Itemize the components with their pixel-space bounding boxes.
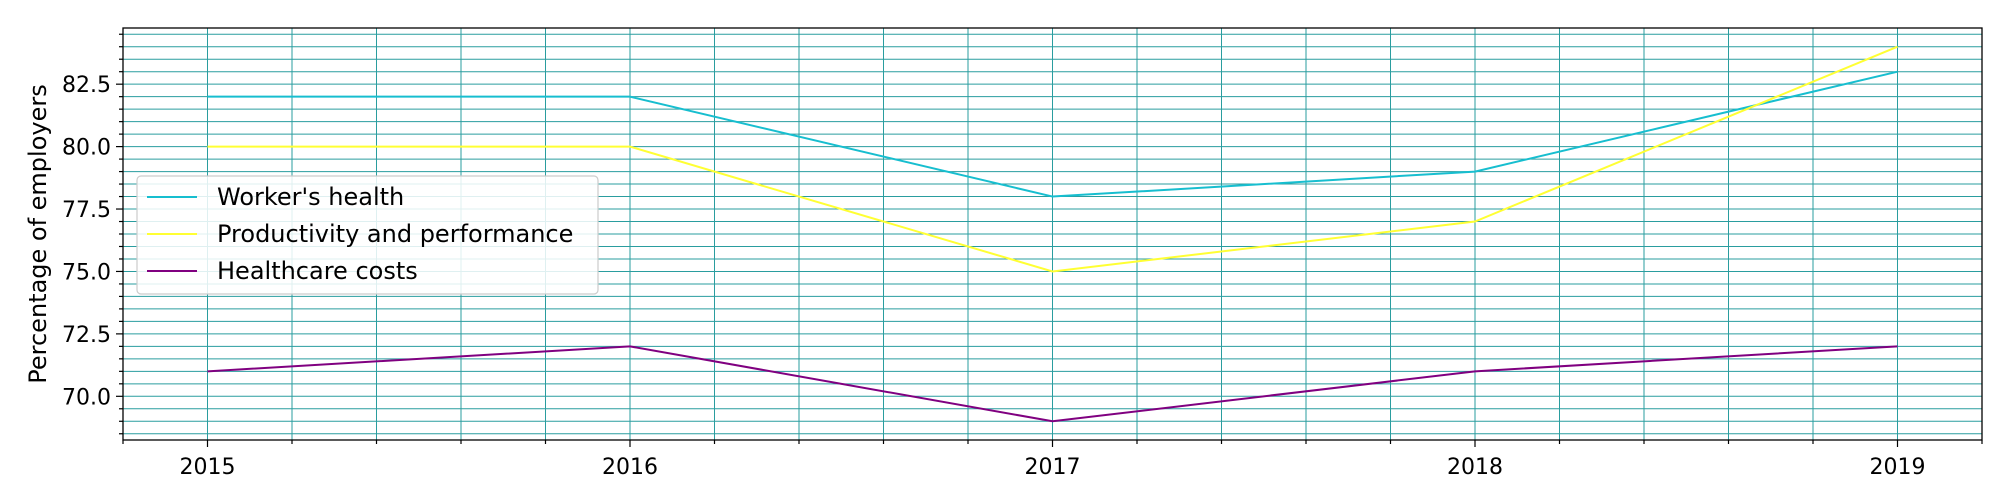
x-tick-label: 2018: [1447, 455, 1503, 480]
x-tick-label: 2016: [602, 455, 658, 480]
y-tick-label: 80.0: [62, 136, 111, 161]
y-tick-label: 77.5: [62, 198, 111, 223]
y-tick-label: 82.5: [62, 73, 111, 98]
y-tick-label: 75.0: [62, 260, 111, 285]
y-axis-label: Percentage of employers: [24, 84, 52, 383]
legend-label-2: Healthcare costs: [217, 257, 418, 285]
x-tick-label: 2019: [1870, 455, 1926, 480]
series-lines: [207, 45, 1898, 423]
series-line-1: [207, 45, 1898, 273]
y-tick-label: 72.5: [62, 323, 111, 348]
x-tick-label: 2017: [1025, 455, 1081, 480]
legend-label-0: Worker's health: [217, 183, 404, 211]
y-tick-label: 70.0: [62, 385, 111, 410]
x-axis-tick-labels: 2015 2016 2017 2018 2019: [180, 455, 1926, 480]
x-tick-label: 2015: [180, 455, 236, 480]
legend: Worker's health Productivity and performa…: [136, 175, 599, 295]
y-axis-tick-labels: 70.0 72.5 75.0 77.5 80.0 82.5: [62, 73, 111, 410]
series-line-2: [207, 345, 1898, 423]
legend-box: [136, 175, 599, 295]
axis-ticks: [116, 33, 1983, 447]
legend-label-1: Productivity and performance: [217, 220, 573, 248]
series-line-0: [207, 70, 1898, 198]
